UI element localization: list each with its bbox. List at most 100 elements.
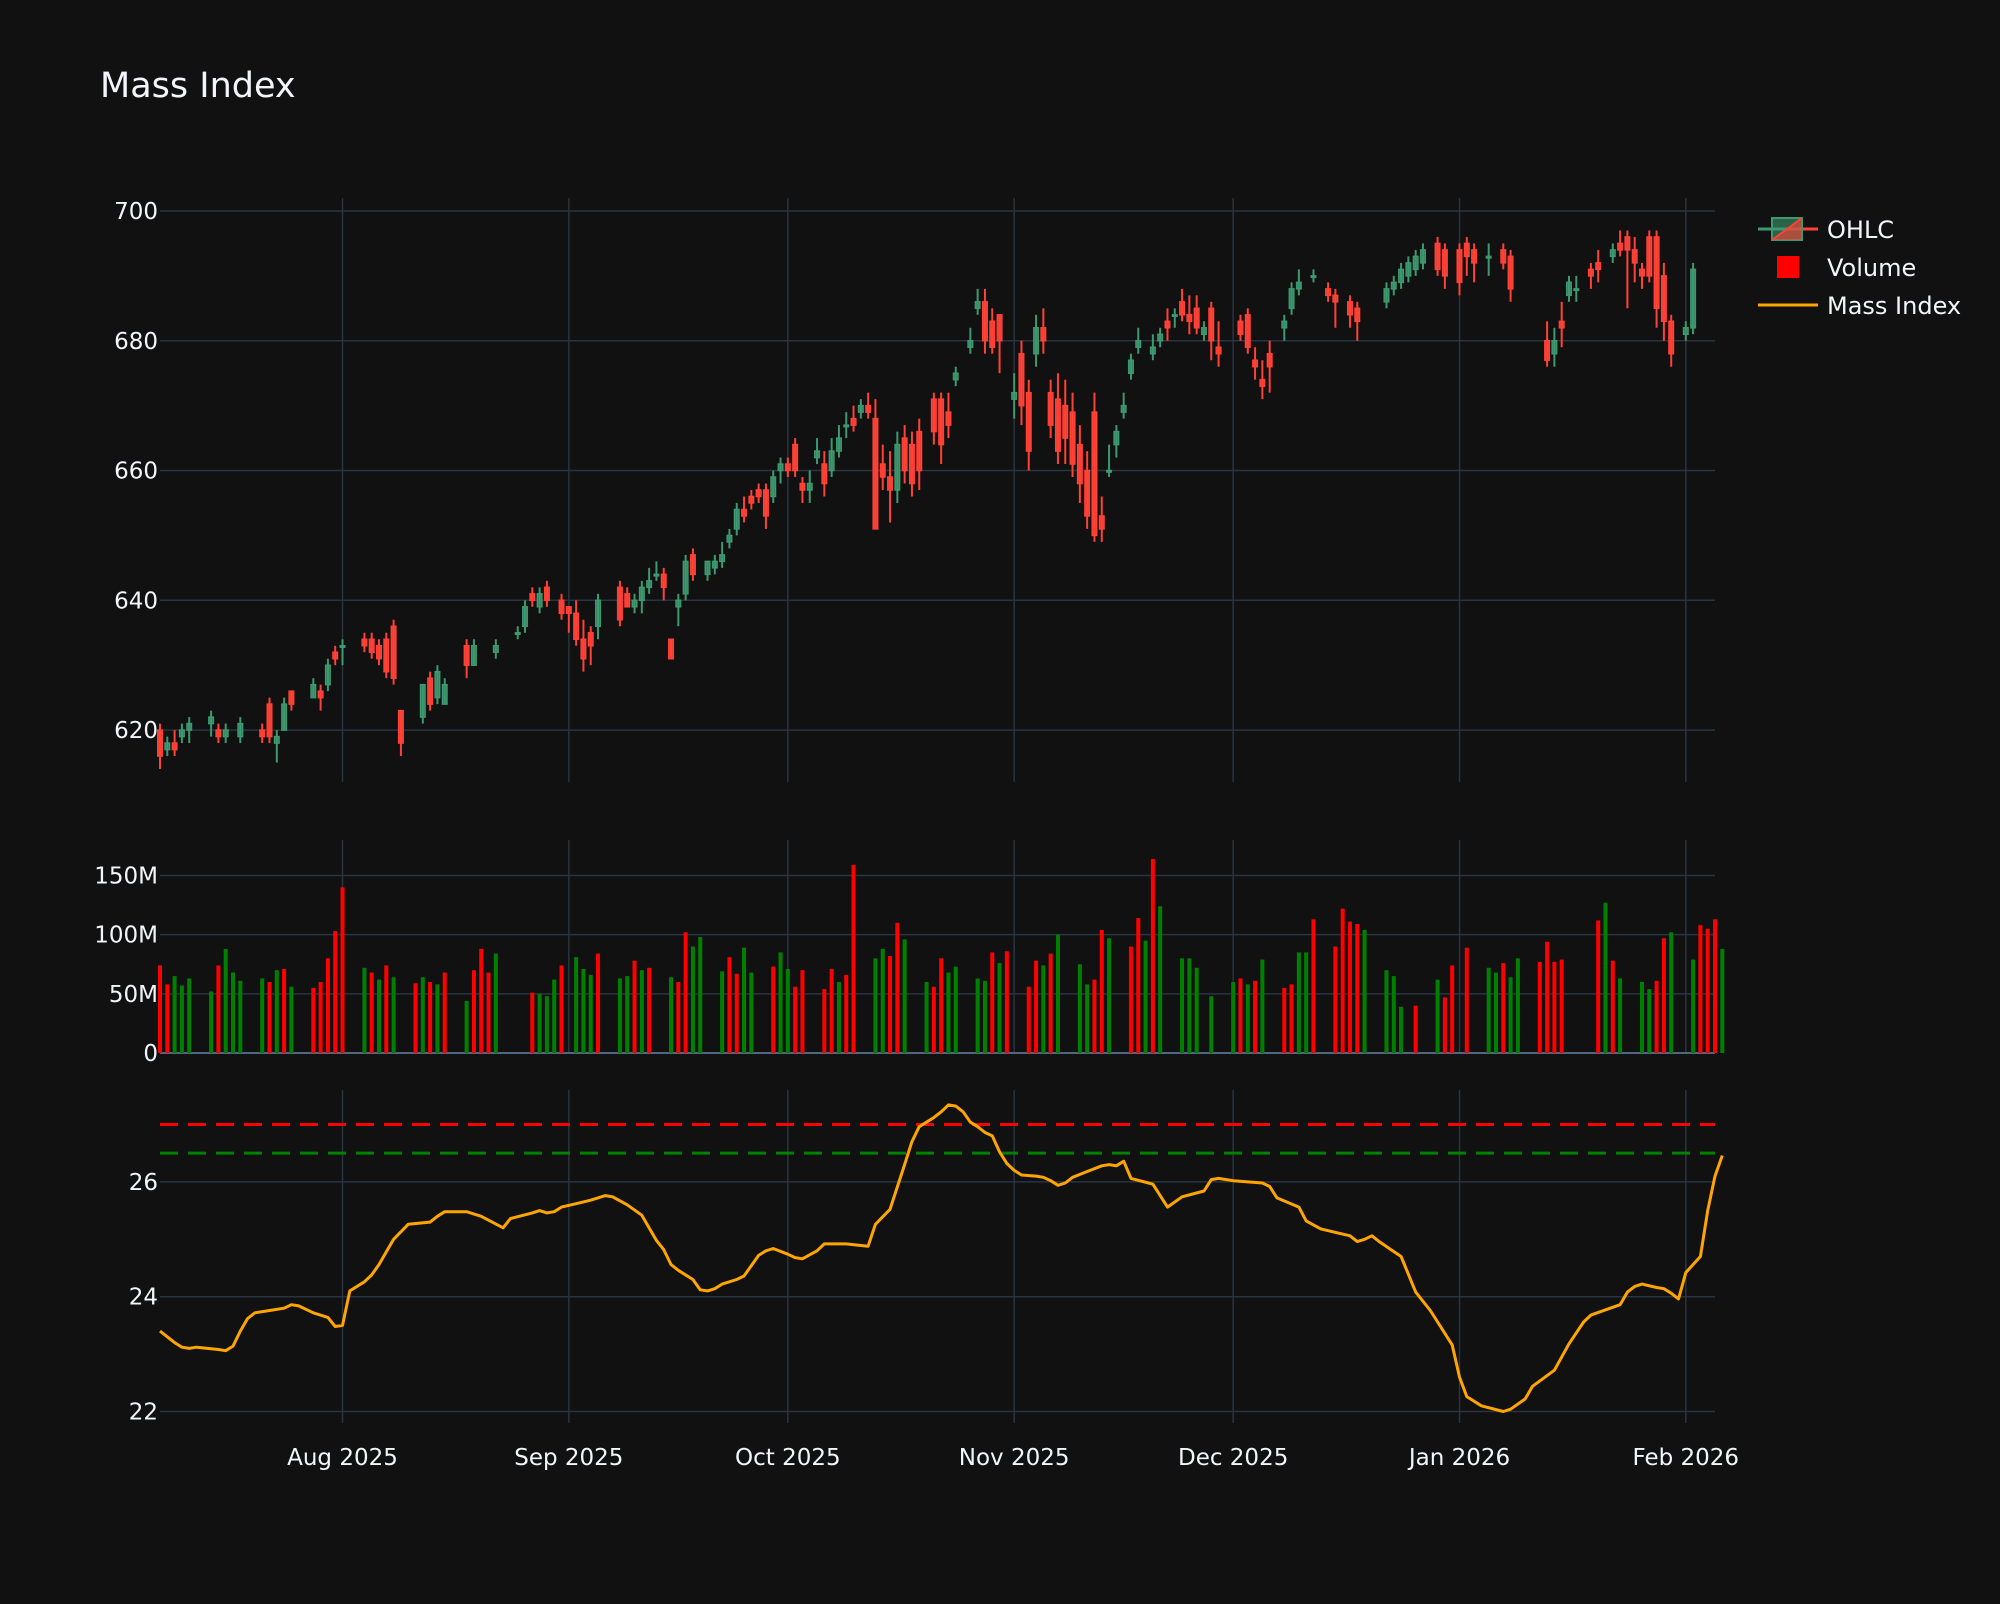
- candle-body: [1354, 307, 1361, 323]
- volume-bar: [1282, 987, 1287, 1053]
- candle-body: [777, 463, 784, 472]
- candle-body: [1346, 301, 1353, 316]
- volume-bar: [260, 978, 265, 1053]
- legend-label-volume: Volume: [1827, 254, 1916, 282]
- volume-bar: [369, 972, 374, 1053]
- candle-body: [1033, 327, 1040, 355]
- volume-bar: [1691, 959, 1696, 1053]
- volume-bar: [333, 931, 338, 1053]
- candle-body: [310, 683, 317, 699]
- candle-body: [1390, 281, 1397, 290]
- candle-body: [821, 463, 828, 485]
- candle-body: [580, 638, 587, 660]
- candle-body: [383, 638, 390, 673]
- volume-bar: [267, 982, 272, 1053]
- candle-body: [427, 677, 434, 705]
- candle-body: [266, 703, 273, 738]
- candle-body: [916, 430, 923, 472]
- mark-layer: [156, 230, 1725, 1413]
- volume-bar: [617, 978, 622, 1053]
- x-tick-label: Jan 2026: [1407, 1445, 1510, 1471]
- volume-bar: [1150, 858, 1155, 1053]
- candle-body: [865, 404, 872, 413]
- volume-bar: [647, 967, 652, 1053]
- volume-bar: [1610, 960, 1615, 1053]
- candle-body: [850, 417, 857, 426]
- volume-bar: [1238, 978, 1243, 1053]
- volume-bar: [785, 968, 790, 1053]
- candle-body: [1237, 320, 1244, 336]
- volume-bar: [902, 939, 907, 1053]
- candle-body: [1507, 255, 1514, 290]
- candle-body: [376, 644, 383, 660]
- candle-body: [1405, 262, 1412, 277]
- candle-body: [1244, 314, 1251, 348]
- volume-bar: [1289, 984, 1294, 1053]
- candle-body: [1587, 268, 1594, 277]
- volume-bar: [1128, 946, 1133, 1053]
- candle-body: [857, 404, 864, 413]
- volume-bar: [1194, 967, 1199, 1053]
- y-tick-label: 24: [129, 1285, 158, 1311]
- candle-body: [792, 443, 799, 472]
- candle-body: [463, 644, 470, 666]
- volume-bar: [435, 984, 440, 1053]
- volume-bar: [1493, 972, 1498, 1053]
- volume-bar: [734, 973, 739, 1053]
- volume-bar: [1187, 958, 1192, 1053]
- legend-item-ohlc[interactable]: OHLC: [1758, 216, 1894, 244]
- volume-bar: [873, 958, 878, 1053]
- volume-bar: [1092, 979, 1097, 1053]
- x-tick-label: Nov 2025: [959, 1445, 1070, 1471]
- volume-bar: [1545, 941, 1550, 1053]
- candle-body: [1485, 255, 1492, 259]
- legend-item-volume[interactable]: Volume: [1777, 254, 1916, 282]
- candle-body: [273, 735, 280, 744]
- candle-body: [1310, 275, 1317, 279]
- candle-body: [1149, 346, 1156, 355]
- volume-bar: [486, 972, 491, 1053]
- candle-body: [368, 638, 375, 653]
- volume-bar: [238, 980, 243, 1053]
- volume-bar: [975, 978, 980, 1053]
- volume-bar: [690, 946, 695, 1053]
- volume-bar: [1501, 963, 1506, 1053]
- volume-bar: [1048, 953, 1053, 1053]
- legend-item-mass-index[interactable]: Mass Index: [1758, 292, 1961, 320]
- candle-body: [689, 554, 696, 576]
- candle-body: [1025, 391, 1032, 452]
- volume-bar: [1698, 925, 1703, 1053]
- candle-body: [1660, 275, 1667, 323]
- volume-bar: [793, 986, 798, 1053]
- candle-body: [799, 482, 806, 491]
- candle-body: [843, 424, 850, 428]
- candle-body: [660, 573, 667, 589]
- volume-bar: [1158, 906, 1163, 1053]
- candle-body: [762, 489, 769, 517]
- candle-body: [1690, 268, 1697, 329]
- candle-body: [1325, 288, 1332, 297]
- volume-bar: [1026, 986, 1031, 1053]
- volume-bar: [888, 955, 893, 1053]
- candle-body: [784, 463, 791, 472]
- candle-body: [397, 709, 404, 744]
- candle-body: [1595, 262, 1602, 271]
- volume-bar: [1603, 902, 1608, 1053]
- candle-body: [1164, 320, 1171, 329]
- volume-bar: [1712, 919, 1718, 1053]
- volume-bar: [165, 984, 170, 1053]
- candle-body: [1638, 268, 1646, 277]
- candle-body: [1609, 249, 1616, 258]
- volume-bar: [223, 948, 228, 1053]
- volume-bar: [537, 993, 542, 1053]
- candle-body: [595, 599, 602, 628]
- volume-bar: [822, 989, 827, 1053]
- volume-bar: [413, 983, 418, 1053]
- volume-bar: [1362, 929, 1367, 1053]
- candle-body: [529, 593, 536, 602]
- candle-body: [1018, 352, 1025, 407]
- candle-body: [1281, 320, 1288, 329]
- legend[interactable]: OHLC Volume Mass Index: [1758, 216, 1961, 320]
- candle-body: [164, 742, 171, 751]
